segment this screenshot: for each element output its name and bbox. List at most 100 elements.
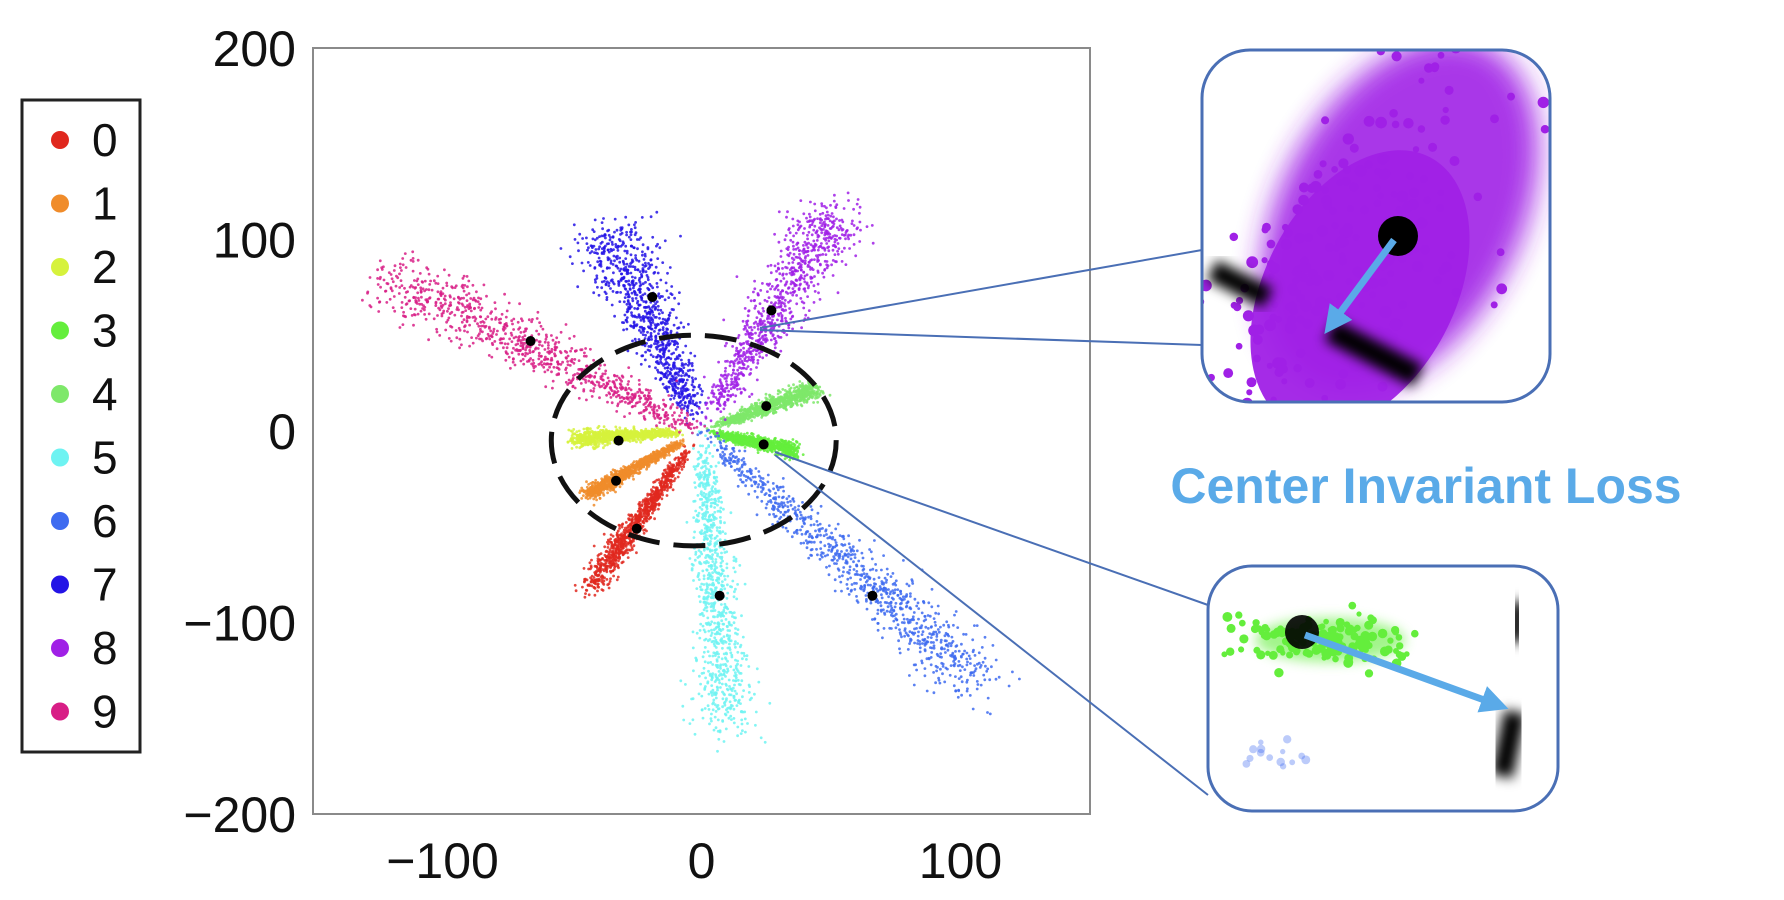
point [632,544,636,548]
point [604,478,607,482]
point [646,492,650,496]
point [669,481,672,485]
point [660,433,664,436]
point [784,399,787,403]
point [772,411,776,415]
point [711,455,715,458]
point [618,556,621,559]
point [698,629,702,632]
point [772,403,775,407]
point [809,387,813,390]
point [645,467,648,471]
point [579,489,582,492]
point [639,466,643,470]
point [657,428,661,431]
point [726,435,729,439]
point [636,472,640,475]
point [649,516,652,520]
point [775,400,779,403]
point [616,535,620,539]
point [599,564,602,568]
point [816,386,819,390]
point [711,560,715,563]
point [585,578,589,582]
point [775,440,779,443]
point [618,426,622,430]
point [665,432,669,436]
point [611,488,615,492]
point [713,621,716,625]
point [611,433,615,436]
point [627,548,631,552]
point [650,490,654,494]
point [577,429,581,433]
point [737,435,740,438]
point [622,470,625,474]
point [606,443,609,447]
point [646,502,650,506]
point [732,566,736,570]
point [594,437,598,441]
point [639,431,643,435]
point [713,506,716,509]
point [659,480,663,484]
point [603,444,607,447]
point [754,710,758,714]
point [750,438,753,442]
point [586,426,589,430]
point [764,392,768,396]
point [605,568,608,572]
point [800,395,803,398]
point [777,405,781,409]
point [799,385,802,389]
point [626,551,629,555]
point [691,646,695,650]
point [614,558,618,561]
point [587,434,591,438]
point [804,390,807,394]
point [676,475,680,479]
point [574,589,578,593]
point [763,740,767,744]
point [681,433,684,437]
point [631,469,635,473]
point [619,472,623,475]
point [650,427,654,431]
point [584,592,587,595]
point [671,488,675,492]
point [745,436,749,439]
point [649,458,653,462]
point [821,391,825,395]
point [791,403,795,406]
point [675,433,679,437]
point [648,493,652,496]
point [649,497,653,501]
point [602,563,605,567]
point [787,440,791,443]
point [705,467,708,471]
point [717,420,720,424]
point [638,518,642,522]
point [714,536,717,540]
point [760,416,764,419]
point [664,471,668,474]
point [624,430,627,434]
point [632,477,635,481]
point [601,557,604,561]
point [616,575,620,579]
point [622,535,625,539]
point [592,492,595,496]
point [711,663,715,666]
point [787,447,791,451]
point [768,445,772,448]
point [729,687,732,691]
point [608,548,612,552]
point [615,469,619,473]
point [682,718,686,722]
point [750,419,754,423]
point [598,436,602,440]
point [627,432,631,436]
point [593,581,596,585]
point [732,668,736,672]
point [697,511,701,515]
